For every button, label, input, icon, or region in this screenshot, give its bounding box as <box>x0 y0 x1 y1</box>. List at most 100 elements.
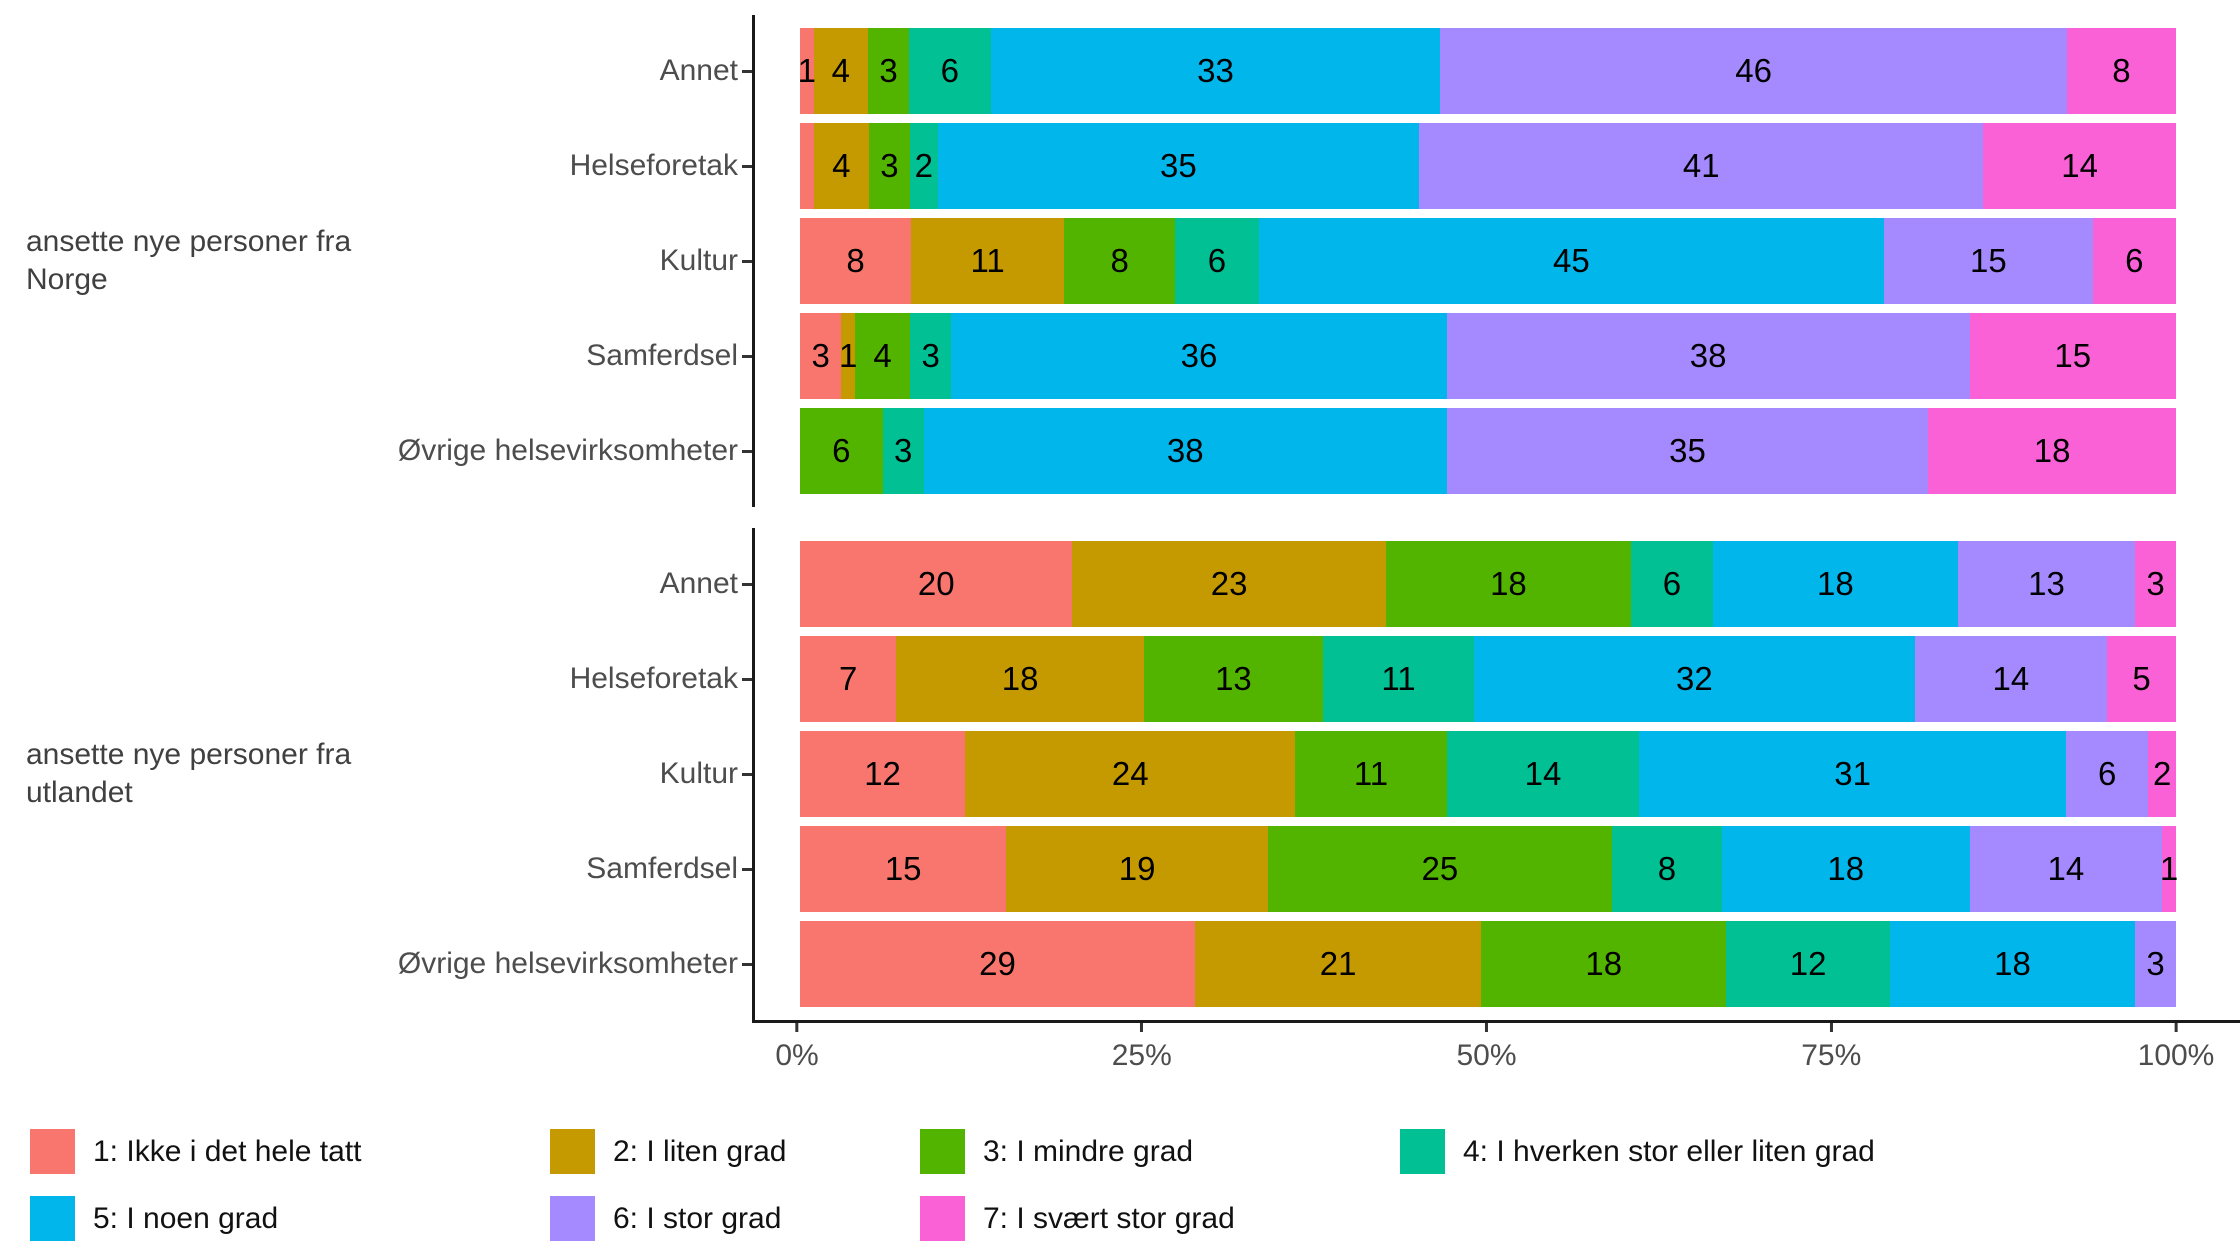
bar-segment-value: 7 <box>838 660 858 697</box>
bar-segment-value: 18 <box>1490 565 1527 602</box>
bar-segment: 7 <box>800 636 897 722</box>
legend-item: 2: I liten grad <box>550 1129 920 1174</box>
bar-segment-value: 8 <box>1657 850 1677 887</box>
chart-area: ansette nye personer fra Norge Annet Hels… <box>0 15 2240 1095</box>
bar-row: 12 24 11 14 31 6 2 <box>800 731 2176 817</box>
bar-segment-value: 6 <box>940 52 959 89</box>
bar-segment: 4 <box>813 123 869 209</box>
row-label: Helseforetak <box>0 636 752 722</box>
bar-segment: 8 <box>2066 28 2176 114</box>
bar-segment-value: 14 <box>2061 147 2098 184</box>
bar-segment: 6 <box>1631 541 1713 627</box>
bar-segment: 38 <box>923 408 1447 494</box>
bar-segment-value: 19 <box>1118 850 1156 887</box>
bar-segment: 32 <box>1474 636 1915 722</box>
bar-segment-value: 4 <box>832 147 851 184</box>
bar-segment: 14 <box>1983 123 2176 209</box>
bar-segment-value: 3 <box>894 432 913 469</box>
bar-segment-value: 1 <box>838 337 858 374</box>
row-label: Samferdsel <box>0 313 752 399</box>
x-axis-tick-mark <box>795 1023 799 1032</box>
bar-segment-value: 18 <box>2033 432 2071 469</box>
row-label: Kultur <box>0 218 752 304</box>
bar-segment-value: 18 <box>1817 565 1854 602</box>
bar-segment: 3 <box>800 313 842 399</box>
bar-segment: 5 <box>2107 636 2176 722</box>
legend-swatch <box>920 1129 965 1174</box>
bar-segment: 18 <box>896 636 1144 722</box>
bar-segment: 11 <box>911 218 1065 304</box>
legend-item: 1: Ikke i det hele tatt <box>30 1129 550 1174</box>
bar-segment: 4 <box>813 28 869 114</box>
bar-segment-value: 38 <box>1689 337 1727 374</box>
bar-segment: 3 <box>868 28 909 114</box>
bar-segment: 3 <box>882 408 924 494</box>
bar-segment: 23 <box>1072 541 1386 627</box>
bar-segment-value: 6 <box>832 432 851 469</box>
x-axis: 0% 25% 50% 75% 100% <box>0 1020 2240 1095</box>
bar-segment: 45 <box>1258 218 1885 304</box>
bar-row: 8 11 8 6 45 15 6 <box>800 218 2176 304</box>
bar-segment-value: 36 <box>1180 337 1218 374</box>
x-axis-tick-label: 50% <box>1456 1039 1517 1072</box>
bar-segment: 3 <box>2135 921 2176 1007</box>
legend-item: 3: I mindre grad <box>920 1129 1400 1174</box>
x-axis-tick-mark <box>1140 1023 1144 1032</box>
bar-segment: 12 <box>800 731 966 817</box>
bar-segment: 31 <box>1639 731 2066 817</box>
facet-label-utlandet: ansette nye personer fra utlandet <box>26 737 352 809</box>
bar-segment-value: 6 <box>2097 755 2117 792</box>
bar-segment: 19 <box>1006 826 1268 912</box>
bar-segment-value: 3 <box>880 147 899 184</box>
bar-segment: 6 <box>2092 218 2176 304</box>
legend-swatch <box>1400 1129 1445 1174</box>
bar-segment-value: 11 <box>1381 660 1416 697</box>
bar-segment: 13 <box>1143 636 1323 722</box>
bar-segment: 8 <box>800 218 912 304</box>
panel-norge-left: ansette nye personer fra Norge Annet Hels… <box>0 15 752 507</box>
row-label: Øvrige helsevirksomheter <box>0 921 752 1007</box>
legend: 1: Ikke i det hele tatt 2: I liten grad 3:… <box>30 1129 2240 1241</box>
bar-segment-value: 18 <box>1994 945 2031 982</box>
legend-swatch <box>920 1196 965 1241</box>
bar-segment-value: 46 <box>1735 52 1772 89</box>
bar-segment: 1 <box>838 313 858 399</box>
bar-segment: 21 <box>1195 921 1482 1007</box>
bar-row: 6 3 38 35 18 <box>800 408 2176 494</box>
bar-segment: 18 <box>1928 408 2176 494</box>
bar-segment-value: 8 <box>846 242 865 279</box>
panel-norge-row-labels: Annet Helseforetak Kultur Samferdsel Øvrige … <box>0 15 752 507</box>
panel-utlandet-left: ansette nye personer fra utlandet Annet H… <box>0 528 752 1020</box>
bar-segment-value: 13 <box>2028 565 2065 602</box>
bar-segment-value: 12 <box>1789 945 1827 982</box>
x-axis-tick: 100% <box>2138 1023 2214 1073</box>
bar-row: 20 23 18 6 18 13 3 <box>800 541 2176 627</box>
bar-segment-value: 13 <box>1215 660 1252 697</box>
bar-segment: 6 <box>908 28 991 114</box>
bar-row: 4 3 2 35 41 14 <box>800 123 2176 209</box>
bar-segment: 15 <box>1884 218 2093 304</box>
bar-segment: 29 <box>800 921 1196 1007</box>
bar-segment-value: 24 <box>1111 755 1149 792</box>
bar-segment: 24 <box>965 731 1296 817</box>
x-axis-tick: 25% <box>1112 1023 1172 1073</box>
bar-segment: 18 <box>1385 541 1632 627</box>
legend-label: 4: I hverken stor eller liten grad <box>1463 1134 1875 1168</box>
legend-item: 7: I svært stor grad <box>920 1196 1400 1241</box>
bar-segment-value: 11 <box>1353 755 1389 792</box>
legend-swatch <box>550 1196 595 1241</box>
x-axis-tick-label: 75% <box>1801 1039 1862 1072</box>
panel-utlandet: ansette nye personer fra utlandet Annet H… <box>0 528 2240 1020</box>
bar-segment-value: 3 <box>2146 565 2165 602</box>
bar-segment: 11 <box>1322 636 1475 722</box>
bar-row: 29 21 18 12 18 3 <box>800 921 2176 1007</box>
bar-segment: 4 <box>855 313 911 399</box>
bar-segment: 46 <box>1440 28 2067 114</box>
bar-segment: 8 <box>1611 826 1722 912</box>
bar-segment: 3 <box>868 123 911 209</box>
bar-segment: 6 <box>2065 731 2149 817</box>
bar-segment: 18 <box>1889 921 2136 1007</box>
bar-segment-value: 15 <box>1969 242 2007 279</box>
x-axis-tick-mark <box>1484 1023 1488 1032</box>
